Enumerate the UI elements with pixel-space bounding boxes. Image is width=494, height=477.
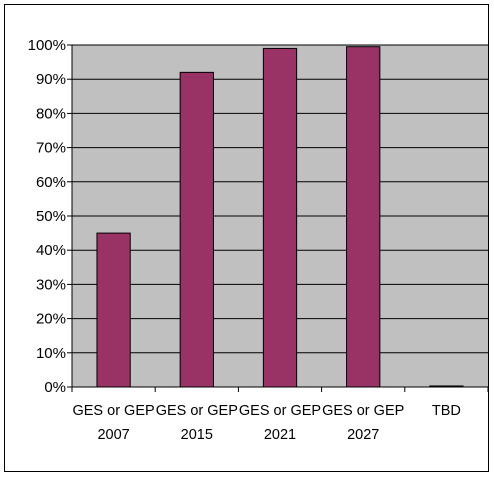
y-tick-label: 0% — [44, 379, 66, 396]
y-tick-label: 60% — [36, 174, 66, 191]
x-category-label: GES or GEP — [322, 403, 404, 419]
x-category-label: GES or GEP — [239, 403, 321, 419]
x-category-label: 2027 — [347, 427, 379, 443]
x-category-label: TBD — [432, 403, 461, 419]
y-tick-label: 70% — [36, 140, 66, 157]
bars — [96, 46, 464, 388]
bar — [262, 47, 298, 388]
y-tick-label: 30% — [36, 276, 66, 293]
bar — [179, 71, 214, 388]
x-category-label: GES or GEP — [72, 403, 154, 419]
y-tick-label: 80% — [36, 105, 66, 122]
x-category-labels: GES or GEP 2007 GES or GEP 2015 GES or GEP 20… — [72, 403, 460, 443]
y-tick-label: 90% — [36, 71, 66, 88]
y-tick-label: 100% — [28, 37, 66, 54]
x-category-label: 2021 — [264, 427, 296, 443]
axes — [67, 44, 489, 392]
x-category-label: GES or GEP — [156, 403, 238, 419]
x-category-label: 2015 — [181, 427, 213, 443]
y-tick-label: 40% — [36, 242, 66, 259]
y-tick-label: 20% — [36, 311, 66, 328]
bar — [346, 46, 381, 388]
y-tick-label: 50% — [36, 208, 66, 225]
y-tick-labels: 0% 10% 20% 30% 40% 50% 60% 70% 80% 90% 100% — [28, 37, 66, 396]
bar — [96, 232, 131, 388]
y-tick-label: 10% — [36, 345, 66, 362]
x-category-label: 2007 — [97, 427, 129, 443]
